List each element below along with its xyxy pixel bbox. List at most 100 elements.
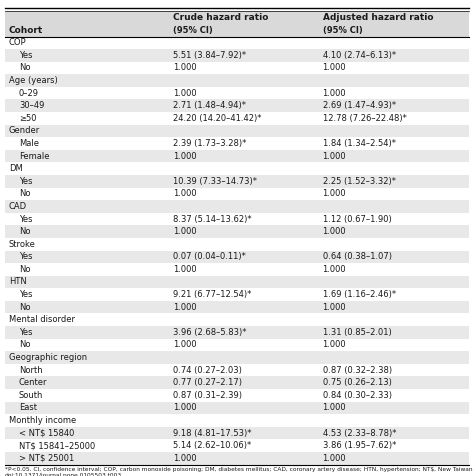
Bar xyxy=(5,99,469,112)
Text: (95% CI): (95% CI) xyxy=(323,26,362,35)
Text: 1.000: 1.000 xyxy=(173,89,197,98)
Text: 0.84 (0.30–2.33): 0.84 (0.30–2.33) xyxy=(323,391,392,400)
Text: 0.77 (0.27–2.17): 0.77 (0.27–2.17) xyxy=(173,378,242,387)
Bar xyxy=(5,452,469,465)
Text: 1.000: 1.000 xyxy=(173,63,197,72)
Text: ≥50: ≥50 xyxy=(19,114,36,123)
Text: Mental disorder: Mental disorder xyxy=(9,315,75,324)
Bar xyxy=(5,74,469,87)
Text: Monthly income: Monthly income xyxy=(9,416,76,425)
Bar xyxy=(5,402,469,414)
Text: 1.000: 1.000 xyxy=(323,151,346,160)
Text: 0.74 (0.27–2.03): 0.74 (0.27–2.03) xyxy=(173,366,242,375)
Text: No: No xyxy=(19,265,30,274)
Text: Age (years): Age (years) xyxy=(9,76,58,85)
Text: 0.87 (0.32–2.38): 0.87 (0.32–2.38) xyxy=(323,366,392,375)
Bar xyxy=(5,377,469,389)
Text: No: No xyxy=(19,63,30,72)
Text: (95% CI): (95% CI) xyxy=(173,26,213,35)
Text: Yes: Yes xyxy=(19,252,33,261)
Text: 1.000: 1.000 xyxy=(323,303,346,312)
Bar xyxy=(5,276,469,288)
Text: Female: Female xyxy=(19,151,49,160)
Text: 1.84 (1.34–2.54)*: 1.84 (1.34–2.54)* xyxy=(323,139,396,148)
Text: South: South xyxy=(19,391,44,400)
Text: 9.21 (6.77–12.54)*: 9.21 (6.77–12.54)* xyxy=(173,290,252,299)
Text: 1.000: 1.000 xyxy=(323,403,346,412)
Text: CAD: CAD xyxy=(9,202,27,211)
Text: 1.000: 1.000 xyxy=(173,340,197,349)
Text: Yes: Yes xyxy=(19,328,33,337)
Bar xyxy=(5,200,469,213)
Bar xyxy=(5,10,469,25)
Text: doi:10.1371/journal.pone.0105503.t003: doi:10.1371/journal.pone.0105503.t003 xyxy=(5,473,122,476)
Text: 2.69 (1.47–4.93)*: 2.69 (1.47–4.93)* xyxy=(323,101,396,110)
Text: 30–49: 30–49 xyxy=(19,101,45,110)
Text: COP: COP xyxy=(9,38,27,47)
Text: East: East xyxy=(19,403,37,412)
Text: 1.31 (0.85–2.01): 1.31 (0.85–2.01) xyxy=(323,328,392,337)
Text: HTN: HTN xyxy=(9,278,27,287)
Text: Yes: Yes xyxy=(19,51,33,60)
Text: 1.000: 1.000 xyxy=(173,151,197,160)
Text: 1.000: 1.000 xyxy=(173,454,197,463)
Text: 1.000: 1.000 xyxy=(323,89,346,98)
Text: 1.000: 1.000 xyxy=(323,189,346,198)
Text: 1.000: 1.000 xyxy=(323,340,346,349)
Text: North: North xyxy=(19,366,43,375)
Text: Cohort: Cohort xyxy=(9,26,43,35)
Text: *P<0.05. CI, confidence interval; COP, carbon monoxide poisoning; DM, diabetes m: *P<0.05. CI, confidence interval; COP, c… xyxy=(5,467,474,472)
Text: 5.14 (2.62–10.06)*: 5.14 (2.62–10.06)* xyxy=(173,441,252,450)
Text: 1.000: 1.000 xyxy=(323,265,346,274)
Text: 1.000: 1.000 xyxy=(173,265,197,274)
Bar xyxy=(5,326,469,338)
Bar xyxy=(5,125,469,137)
Text: > NT$ 25001: > NT$ 25001 xyxy=(19,454,74,463)
Text: Gender: Gender xyxy=(9,127,40,135)
Text: 1.69 (1.16–2.46)*: 1.69 (1.16–2.46)* xyxy=(323,290,396,299)
Text: Geographic region: Geographic region xyxy=(9,353,87,362)
Bar xyxy=(5,25,469,37)
Text: No: No xyxy=(19,227,30,236)
Text: 24.20 (14.20–41.42)*: 24.20 (14.20–41.42)* xyxy=(173,114,262,123)
Text: Center: Center xyxy=(19,378,47,387)
Text: 12.78 (7.26–22.48)*: 12.78 (7.26–22.48)* xyxy=(323,114,406,123)
Text: 2.39 (1.73–3.28)*: 2.39 (1.73–3.28)* xyxy=(173,139,246,148)
Text: No: No xyxy=(19,189,30,198)
Text: 4.10 (2.74–6.13)*: 4.10 (2.74–6.13)* xyxy=(323,51,396,60)
Text: 3.86 (1.95–7.62)*: 3.86 (1.95–7.62)* xyxy=(323,441,396,450)
Text: Yes: Yes xyxy=(19,290,33,299)
Text: 3.96 (2.68–5.83)*: 3.96 (2.68–5.83)* xyxy=(173,328,247,337)
Text: Yes: Yes xyxy=(19,177,33,186)
Bar xyxy=(5,250,469,263)
Text: 2.25 (1.52–3.32)*: 2.25 (1.52–3.32)* xyxy=(323,177,396,186)
Text: 1.000: 1.000 xyxy=(173,403,197,412)
Text: 0.75 (0.26–2.13): 0.75 (0.26–2.13) xyxy=(323,378,392,387)
Text: 1.000: 1.000 xyxy=(323,227,346,236)
Text: Crude hazard ratio: Crude hazard ratio xyxy=(173,13,269,22)
Text: 1.000: 1.000 xyxy=(173,227,197,236)
Text: 1.000: 1.000 xyxy=(323,63,346,72)
Text: 1.000: 1.000 xyxy=(173,189,197,198)
Text: Stroke: Stroke xyxy=(9,240,36,248)
Text: NT$ 15841–25000: NT$ 15841–25000 xyxy=(19,441,95,450)
Text: < NT$ 15840: < NT$ 15840 xyxy=(19,428,74,437)
Text: 8.37 (5.14–13.62)*: 8.37 (5.14–13.62)* xyxy=(173,215,252,224)
Bar xyxy=(5,175,469,188)
Text: 0.87 (0.31–2.39): 0.87 (0.31–2.39) xyxy=(173,391,242,400)
Text: 1.000: 1.000 xyxy=(323,454,346,463)
Text: 4.53 (2.33–8.78)*: 4.53 (2.33–8.78)* xyxy=(323,428,396,437)
Bar xyxy=(5,427,469,439)
Text: No: No xyxy=(19,303,30,312)
Text: 10.39 (7.33–14.73)*: 10.39 (7.33–14.73)* xyxy=(173,177,257,186)
Text: No: No xyxy=(19,340,30,349)
Bar xyxy=(5,150,469,162)
Bar xyxy=(5,351,469,364)
Text: 5.51 (3.84–7.92)*: 5.51 (3.84–7.92)* xyxy=(173,51,246,60)
Text: Adjusted hazard ratio: Adjusted hazard ratio xyxy=(323,13,433,22)
Text: 0.64 (0.38–1.07): 0.64 (0.38–1.07) xyxy=(323,252,392,261)
Text: 2.71 (1.48–4.94)*: 2.71 (1.48–4.94)* xyxy=(173,101,246,110)
Bar xyxy=(5,301,469,313)
Text: 1.12 (0.67–1.90): 1.12 (0.67–1.90) xyxy=(323,215,392,224)
Text: DM: DM xyxy=(9,164,23,173)
